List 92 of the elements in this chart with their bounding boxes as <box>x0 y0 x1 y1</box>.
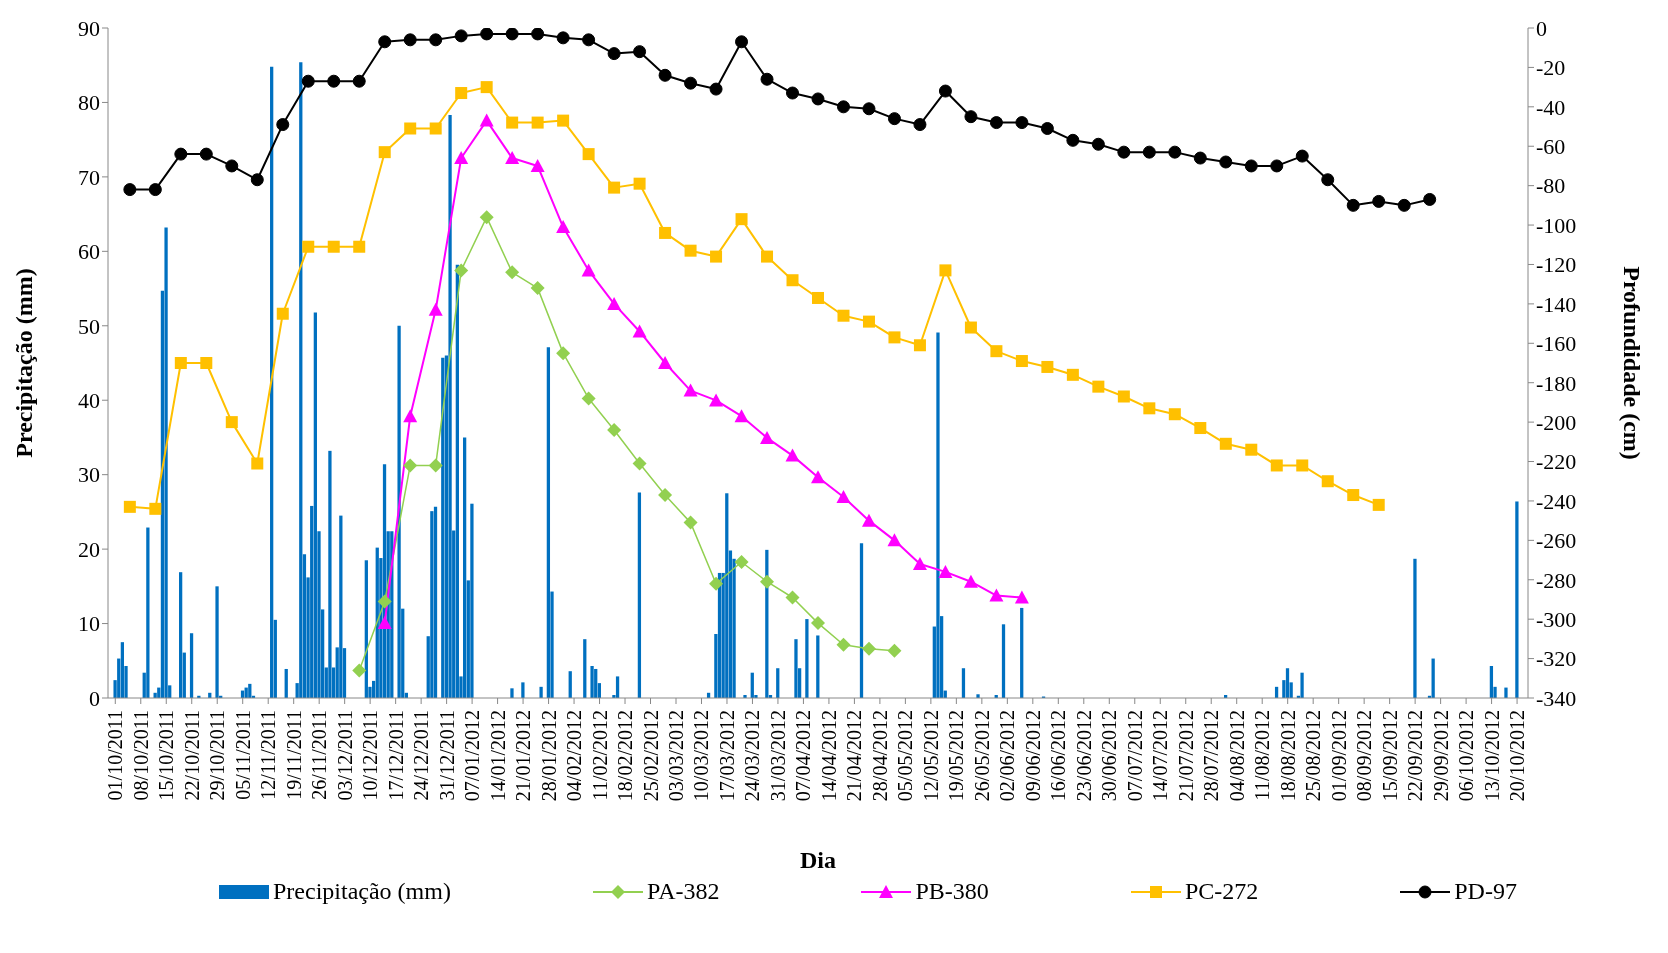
x-tick-label: 09/06/2012 <box>1021 710 1044 802</box>
x-tick-label: 07/04/2012 <box>792 710 815 802</box>
x-tick-label: 22/09/2012 <box>1404 710 1427 802</box>
x-tick-label: 31/03/2012 <box>766 710 789 802</box>
x-tick-label: 30/06/2012 <box>1098 710 1121 802</box>
y-tick-label: 80 <box>78 90 100 116</box>
y2-tick-label: 0 <box>1536 15 1547 41</box>
y-tick-label: 10 <box>78 611 100 637</box>
x-tick-label: 23/06/2012 <box>1072 710 1095 802</box>
y2-tick-label: -20 <box>1536 55 1566 81</box>
x-tick-label: 15/09/2012 <box>1378 710 1401 802</box>
x-tick-label: 08/09/2012 <box>1353 710 1376 802</box>
x-tick-label: 28/07/2012 <box>1200 710 1223 802</box>
y2-tick-label: -100 <box>1536 212 1577 238</box>
y2-tick-label: -60 <box>1536 134 1566 160</box>
x-tick-label: 20/10/2012 <box>1506 710 1529 802</box>
x-tick-label: 04/08/2012 <box>1225 710 1248 802</box>
x-tick-label: 29/10/2011 <box>206 710 229 801</box>
x-tick-label: 02/06/2012 <box>996 710 1019 802</box>
y-tick-label: 50 <box>78 313 100 339</box>
y2-tick-label: -80 <box>1536 173 1566 199</box>
x-tick-label: 17/03/2012 <box>715 710 738 802</box>
x-tick-label: 21/04/2012 <box>843 710 866 802</box>
y2-tick-label: -160 <box>1536 331 1577 357</box>
y2-tick-label: -340 <box>1536 685 1577 711</box>
x-tick-label: 01/10/2011 <box>104 710 127 801</box>
x-tick-label: 14/07/2012 <box>1149 710 1172 802</box>
legend-label: PC-272 <box>1184 878 1259 905</box>
x-tick-label: 01/09/2012 <box>1327 710 1350 802</box>
y-tick-label: 70 <box>78 164 100 190</box>
x-tick-label: 10/03/2012 <box>690 710 713 802</box>
y-tick-label: 0 <box>89 685 100 711</box>
y2-tick-label: -320 <box>1536 646 1577 672</box>
y-axis-title: Precipitação (mm) <box>10 268 37 458</box>
y-tick-label: 90 <box>78 15 100 41</box>
x-tick-label: 28/04/2012 <box>868 710 891 802</box>
legend-label: Precipitação (mm) <box>273 878 451 905</box>
x-tick-label: 11/02/2012 <box>588 710 611 801</box>
x-tick-label: 12/05/2012 <box>919 710 942 802</box>
x-tick-label: 04/02/2012 <box>563 710 586 802</box>
x-tick-label: 24/03/2012 <box>741 710 764 802</box>
x-tick-label: 05/11/2011 <box>231 710 254 800</box>
x-tick-label: 21/07/2012 <box>1174 710 1197 802</box>
legend-label: PD-97 <box>1454 878 1517 905</box>
y2-tick-label: -180 <box>1536 370 1577 396</box>
x-tick-label: 29/09/2012 <box>1429 710 1452 802</box>
x-tick-label: 21/01/2012 <box>512 710 535 802</box>
y2-tick-label: -140 <box>1536 291 1577 317</box>
x-tick-label: 10/12/2011 <box>359 710 382 801</box>
y2-tick-label: -220 <box>1536 449 1577 475</box>
y2-tick-label: -260 <box>1536 528 1577 554</box>
legend-label: PB-380 <box>915 878 989 905</box>
x-tick-label: 05/05/2012 <box>894 710 917 802</box>
x-tick-label: 18/08/2012 <box>1276 710 1299 802</box>
y2-tick-label: -280 <box>1536 567 1577 593</box>
x-tick-label: 07/01/2012 <box>461 710 484 802</box>
x-tick-label: 31/12/2011 <box>435 710 458 801</box>
x-tick-label: 16/06/2012 <box>1047 710 1070 802</box>
y2-tick-label: -40 <box>1536 94 1566 120</box>
x-tick-label: 11/08/2012 <box>1251 710 1274 801</box>
y2-tick-label: -240 <box>1536 488 1577 514</box>
x-axis-title: Dia <box>800 847 836 873</box>
y2-tick-label: -300 <box>1536 606 1577 632</box>
y2-tick-label: -200 <box>1536 409 1577 435</box>
legend-label: PA-382 <box>646 878 720 905</box>
x-tick-label: 17/12/2011 <box>384 710 407 801</box>
x-tick-label: 06/10/2012 <box>1455 710 1478 802</box>
y-tick-label: 60 <box>78 239 100 265</box>
x-tick-label: 19/11/2011 <box>282 710 305 800</box>
x-tick-label: 08/10/2011 <box>129 710 152 801</box>
x-tick-label: 25/02/2012 <box>639 710 662 802</box>
x-tick-label: 19/05/2012 <box>945 710 968 802</box>
x-tick-label: 18/02/2012 <box>614 710 637 802</box>
y2-axis-title: Profundidade (cm) <box>1619 266 1646 460</box>
x-tick-label: 15/10/2011 <box>155 710 178 801</box>
y-tick-label: 20 <box>78 536 100 562</box>
x-tick-label: 26/05/2012 <box>970 710 993 802</box>
x-tick-label: 28/01/2012 <box>537 710 560 802</box>
y2-tick-label: -120 <box>1536 252 1577 278</box>
x-tick-label: 26/11/2011 <box>308 710 331 800</box>
x-tick-label: 25/08/2012 <box>1302 710 1325 802</box>
x-tick-label: 03/12/2011 <box>333 710 356 801</box>
x-tick-label: 14/04/2012 <box>817 710 840 802</box>
x-tick-label: 13/10/2012 <box>1480 710 1503 802</box>
y-tick-label: 40 <box>78 388 100 414</box>
x-tick-label: 12/11/2011 <box>257 710 280 800</box>
x-tick-label: 07/07/2012 <box>1123 710 1146 802</box>
x-tick-label: 24/12/2011 <box>410 710 433 801</box>
x-tick-label: 14/01/2012 <box>486 710 509 802</box>
x-tick-label: 03/03/2012 <box>665 710 687 802</box>
x-tick-label: 22/10/2011 <box>180 710 203 801</box>
y-tick-label: 30 <box>78 462 100 488</box>
